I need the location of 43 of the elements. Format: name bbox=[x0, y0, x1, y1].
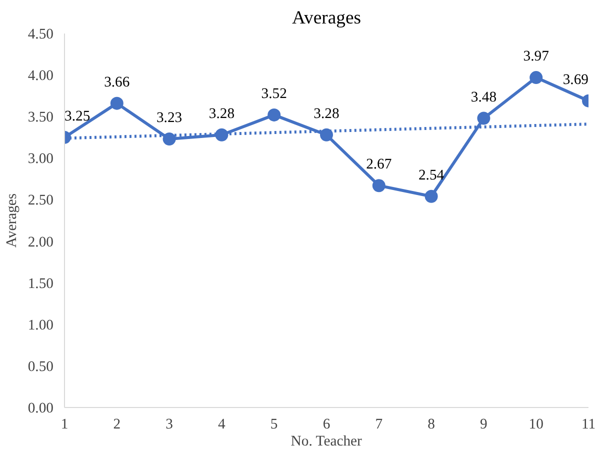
x-tick-label: 6 bbox=[322, 416, 330, 432]
y-tick-label: 1.50 bbox=[28, 276, 54, 292]
point bbox=[320, 128, 333, 142]
point bbox=[477, 112, 490, 125]
data-label: 3.97 bbox=[523, 48, 549, 65]
point bbox=[110, 96, 124, 110]
point bbox=[530, 71, 543, 84]
data-label: 3.69 bbox=[562, 72, 589, 88]
x-tick-label: 11 bbox=[581, 416, 596, 432]
point bbox=[268, 108, 281, 122]
x-tick-label: 3 bbox=[166, 416, 173, 432]
chart-title: Averages bbox=[292, 8, 362, 28]
point bbox=[424, 190, 438, 203]
data-label: 3.28 bbox=[208, 106, 235, 122]
x-axis-title: No. Teacher bbox=[290, 434, 362, 450]
data-label: 3.48 bbox=[470, 89, 497, 106]
x-tick-label: 5 bbox=[270, 416, 278, 432]
x-tick-label: 1 bbox=[60, 416, 68, 432]
x-tick-label: 8 bbox=[428, 416, 435, 432]
y-axis-title: Averages bbox=[4, 193, 20, 248]
x-tick-label: 9 bbox=[480, 416, 488, 432]
x-tick-label: 2 bbox=[113, 416, 121, 432]
data-label: 3.28 bbox=[314, 106, 340, 122]
data-label: 3.66 bbox=[104, 74, 130, 90]
data-label: 3.25 bbox=[64, 108, 90, 124]
x-tick-label: 7 bbox=[375, 416, 383, 432]
y-tick-label: 4.00 bbox=[28, 68, 54, 84]
y-tick-label: 4.50 bbox=[28, 26, 54, 42]
point bbox=[372, 179, 386, 192]
x-tick-label: 10 bbox=[528, 416, 544, 432]
x-tick-label: 4 bbox=[218, 416, 226, 432]
y-tick-label: 0.00 bbox=[28, 400, 54, 416]
data-label: 2.67 bbox=[366, 156, 392, 173]
y-tick-label: 2.50 bbox=[28, 192, 54, 209]
point bbox=[162, 132, 176, 146]
y-tick-label: 0.50 bbox=[28, 358, 54, 375]
data-label: 3.52 bbox=[261, 86, 287, 102]
y-tick-label: 3.50 bbox=[28, 110, 54, 126]
data-label: 3.23 bbox=[156, 110, 182, 126]
y-tick-label: 3.00 bbox=[28, 151, 54, 168]
data-label: 2.54 bbox=[418, 167, 445, 184]
y-tick-label: 2.00 bbox=[28, 234, 54, 250]
y-tick-label: 1.00 bbox=[28, 317, 54, 334]
